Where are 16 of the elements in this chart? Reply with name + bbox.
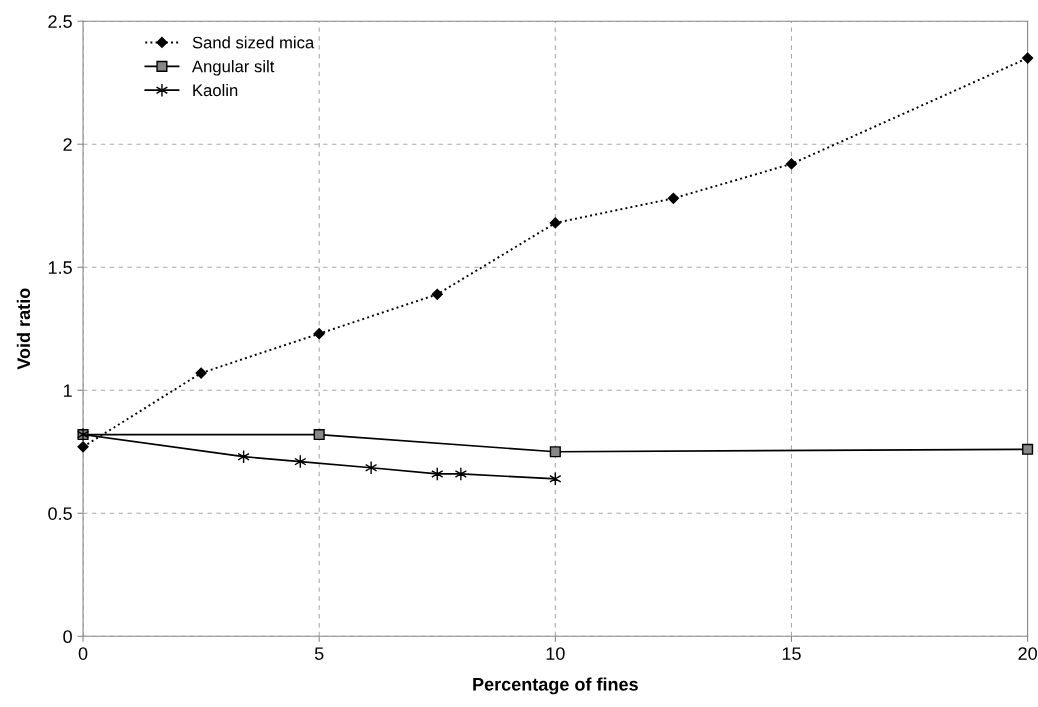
legend-label: Kaolin (193, 83, 238, 97)
x-tick-label: 20 (1018, 647, 1037, 660)
legend-label: Sand sized mica (192, 36, 315, 49)
x-tick-label: 10 (546, 647, 565, 660)
y-tick-label: 1.5 (48, 261, 72, 274)
legend-label: Angular silt (191, 60, 275, 76)
y-axis-title: Void ratio (16, 288, 31, 370)
x-tick-label: 15 (782, 647, 801, 660)
y-tick-label: 0 (63, 630, 72, 644)
y-tick-label: 0.5 (48, 507, 72, 520)
y-tick-label: 1 (63, 384, 72, 397)
x-tick-label: 5 (314, 647, 324, 660)
y-tick-label: 2 (63, 138, 72, 151)
x-axis-title: Percentage of fines (473, 677, 638, 695)
y-tick-label: 2.5 (48, 15, 72, 28)
x-tick-label: 0 (78, 647, 88, 660)
